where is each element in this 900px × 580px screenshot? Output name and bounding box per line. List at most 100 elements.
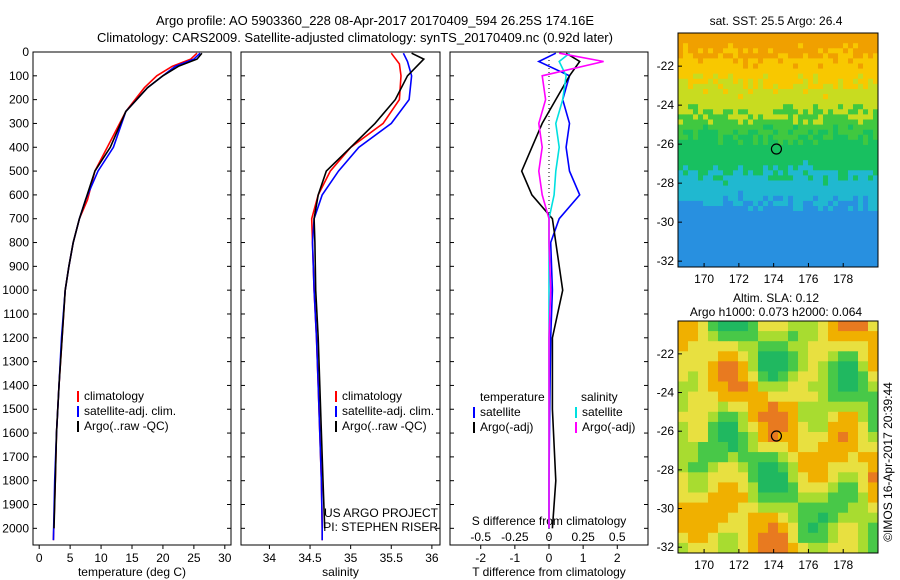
grid-cell xyxy=(818,256,824,263)
grid-cell xyxy=(768,432,779,443)
grid-cell xyxy=(783,246,789,253)
grid-cell xyxy=(678,462,689,473)
grid-cell xyxy=(873,33,879,39)
grid-cell xyxy=(708,119,714,125)
grid-cell xyxy=(823,33,829,39)
grid-cell xyxy=(803,33,809,39)
y-tick-label: -32 xyxy=(657,254,675,268)
grid-cell xyxy=(728,53,734,59)
grid-cell xyxy=(763,124,769,131)
grid-cell xyxy=(808,236,814,242)
x-tick-label: 34.5 xyxy=(298,551,322,565)
grid-cell xyxy=(838,114,844,120)
grid-cell xyxy=(723,134,729,141)
grid-cell xyxy=(863,73,869,80)
grid-cell xyxy=(793,226,799,232)
grid-cell xyxy=(703,226,709,232)
grid-cell xyxy=(793,104,799,110)
grid-cell xyxy=(723,160,729,166)
grid-cell xyxy=(738,139,744,146)
grid-cell xyxy=(753,134,759,141)
grid-cell xyxy=(818,89,824,95)
grid-cell xyxy=(763,195,769,202)
grid-cell xyxy=(843,251,849,258)
grid-cell xyxy=(783,109,789,115)
grid-cell xyxy=(798,89,804,95)
grid-cell xyxy=(723,195,729,202)
grid-cell xyxy=(738,256,744,263)
grid-cell xyxy=(728,502,739,514)
grid-cell xyxy=(768,321,779,332)
map-frame xyxy=(677,320,879,554)
grid-cell xyxy=(818,492,829,503)
grid-cell xyxy=(838,43,844,49)
grid-cell xyxy=(733,160,739,166)
grid-cell xyxy=(708,134,714,141)
grid-cell xyxy=(788,78,794,85)
grid-cell xyxy=(688,139,694,146)
grid-cell xyxy=(678,83,684,90)
grid-cell xyxy=(778,261,784,268)
grid-cell xyxy=(853,94,859,100)
grid-cell xyxy=(678,99,684,105)
grid-cell xyxy=(798,73,804,80)
grid-cell xyxy=(718,190,724,197)
grid-cell xyxy=(788,391,799,403)
grid-cell xyxy=(718,246,724,253)
grid-cell xyxy=(763,129,769,136)
grid-cell xyxy=(773,109,779,115)
grid-cell xyxy=(698,200,704,207)
grid-cell xyxy=(793,236,799,242)
grid-cell xyxy=(773,89,779,95)
grid-cell xyxy=(748,73,754,80)
grid-cell xyxy=(863,190,869,197)
grid-cell xyxy=(808,256,814,263)
grid-cell xyxy=(818,104,824,110)
grid-cell xyxy=(698,472,709,483)
grid-cell xyxy=(698,190,704,197)
grid-cell xyxy=(783,175,789,181)
grid-cell xyxy=(858,58,864,64)
grid-cell xyxy=(678,341,689,352)
grid-cell xyxy=(758,492,769,503)
grid-cell xyxy=(718,371,729,382)
grid-cell xyxy=(713,236,719,242)
grid-cell xyxy=(768,411,779,423)
grid-cell xyxy=(713,68,719,75)
grid-cell xyxy=(853,99,859,105)
grid-cell xyxy=(703,211,709,217)
grid-cell xyxy=(718,78,724,85)
grid-cell xyxy=(718,532,729,544)
grid-cell xyxy=(803,63,809,69)
grid-cell xyxy=(793,78,799,85)
grid-cell xyxy=(768,119,774,125)
grid-cell xyxy=(718,109,724,115)
grid-cell xyxy=(788,195,794,202)
grid-cell xyxy=(768,341,779,352)
grid-cell xyxy=(838,38,844,44)
grid-cell xyxy=(808,246,814,253)
grid-cell xyxy=(738,226,744,232)
grid-cell xyxy=(868,83,874,90)
grid-cell xyxy=(778,411,789,423)
grid-cell xyxy=(818,134,824,141)
grid-cell xyxy=(698,73,704,80)
grid-cell xyxy=(858,246,864,253)
grid-cell xyxy=(743,246,749,253)
grid-cell xyxy=(838,241,844,248)
grid-cell xyxy=(823,165,829,171)
grid-cell xyxy=(798,94,804,100)
grid-cell xyxy=(768,211,774,217)
grid-cell xyxy=(713,200,719,207)
grid-cell xyxy=(833,99,839,105)
grid-cell xyxy=(798,371,809,382)
grid-cell xyxy=(808,341,819,352)
grid-cell xyxy=(698,99,704,105)
grid-cell xyxy=(723,63,729,69)
grid-cell xyxy=(818,432,829,443)
grid-cell xyxy=(708,165,714,171)
grid-cell xyxy=(818,190,824,197)
grid-cell xyxy=(678,256,684,263)
grid-cell xyxy=(763,175,769,181)
grid-cell xyxy=(733,124,739,131)
